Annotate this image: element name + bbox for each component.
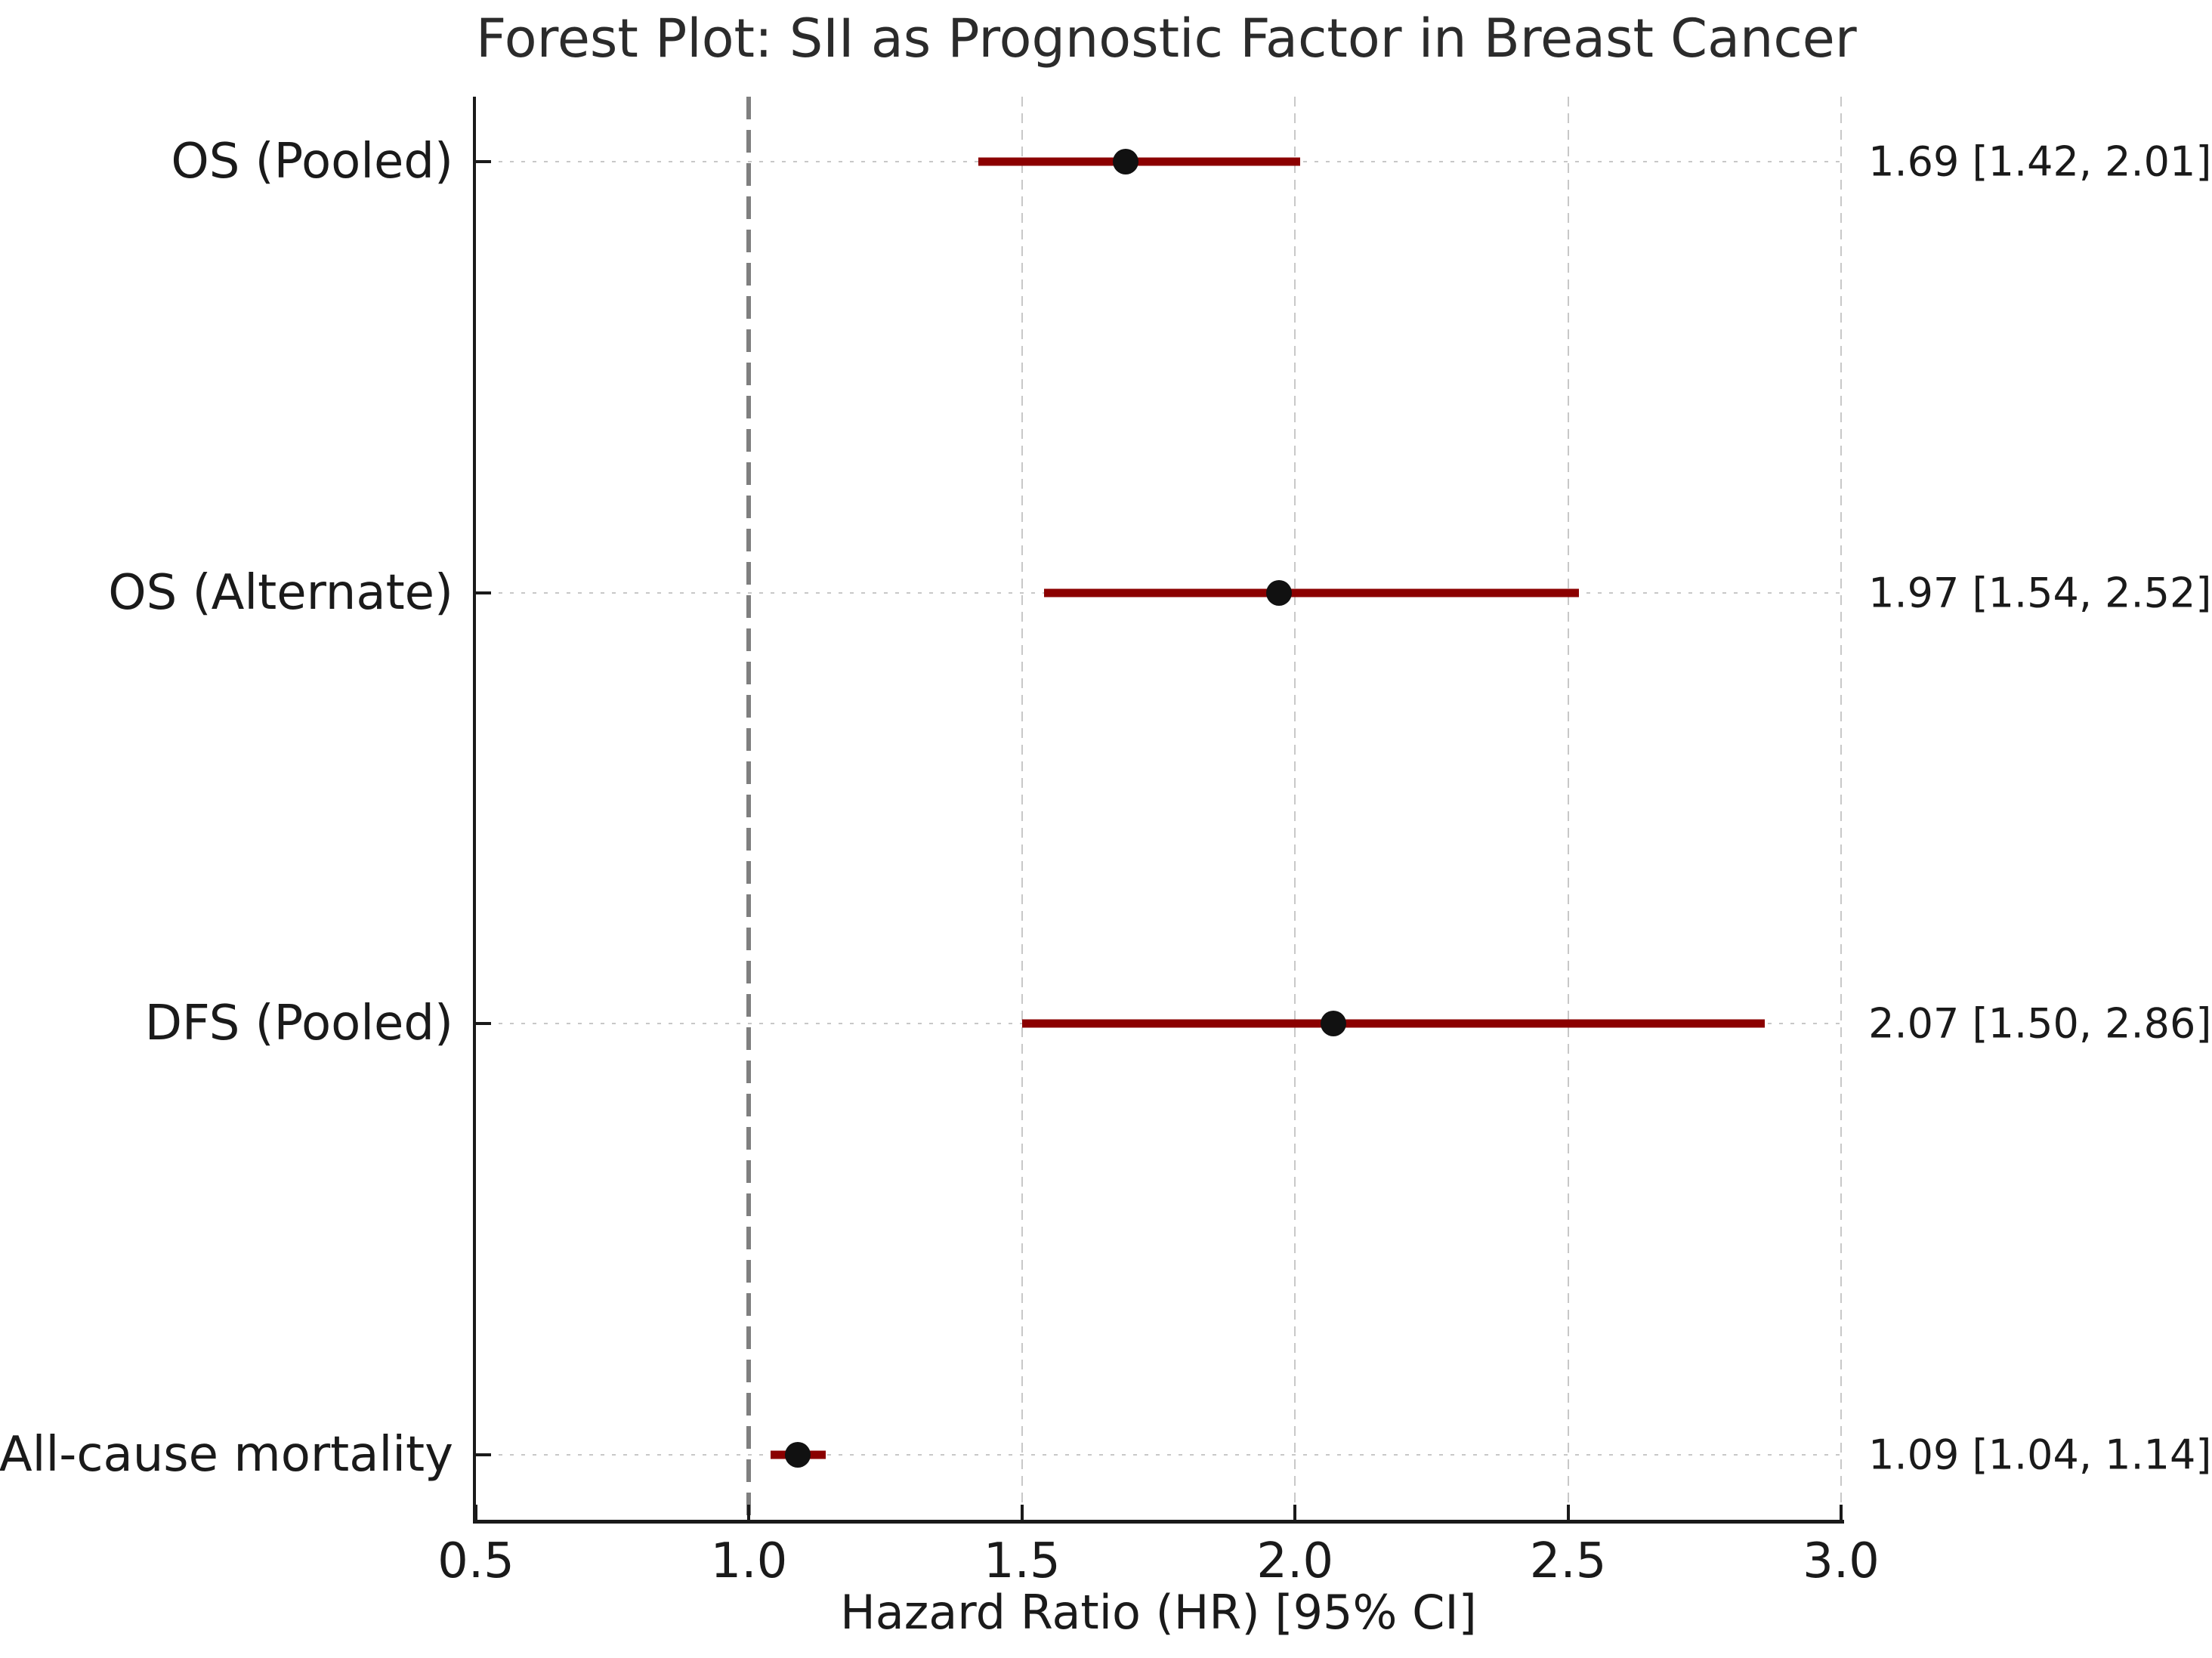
x-tick-label: 2.0 (1256, 1533, 1334, 1589)
chart-title: Forest Plot: SII as Prognostic Factor in… (476, 8, 1857, 69)
x-gridline (1021, 97, 1023, 1520)
hr-ci-annotation: 1.97 [1.54, 2.52] (1868, 569, 2212, 617)
confidence-interval-line (1021, 1019, 1765, 1028)
x-gridline (1840, 97, 1842, 1520)
x-tick-label: 2.5 (1529, 1533, 1607, 1589)
y-tick-mark (476, 1022, 491, 1026)
hr-point-marker (1320, 1011, 1346, 1037)
y-tick-mark (476, 159, 491, 163)
x-axis-label: Hazard Ratio (HR) [95% CI] (840, 1585, 1477, 1640)
y-gridline (476, 1454, 1841, 1456)
hr-point-marker (785, 1442, 811, 1468)
y-axis-spine (473, 97, 476, 1524)
hr-ci-annotation: 1.09 [1.04, 1.14] (1868, 1431, 2212, 1479)
x-tick-mark (474, 1505, 477, 1520)
x-tick-mark (747, 1505, 751, 1520)
confidence-interval-line (1043, 588, 1580, 597)
y-category-label: DFS (Pooled) (144, 996, 453, 1052)
hr-ci-annotation: 1.69 [1.42, 2.01] (1868, 137, 2212, 186)
x-tick-mark (1566, 1505, 1570, 1520)
x-tick-label: 0.5 (437, 1533, 514, 1589)
x-axis-spine (473, 1520, 1844, 1524)
hr-point-marker (1113, 148, 1139, 174)
x-gridline (1294, 97, 1296, 1520)
reference-line-hr1 (746, 97, 752, 1520)
x-tick-label: 3.0 (1803, 1533, 1880, 1589)
y-category-label: OS (Alternate) (108, 564, 453, 621)
x-tick-label: 1.0 (710, 1533, 788, 1589)
y-tick-mark (476, 591, 491, 594)
x-tick-mark (1020, 1505, 1024, 1520)
x-tick-mark (1293, 1505, 1297, 1520)
x-gridline (1567, 97, 1569, 1520)
confidence-interval-line (978, 157, 1301, 166)
y-tick-mark (476, 1453, 491, 1457)
y-category-label: OS (Pooled) (171, 133, 453, 190)
x-tick-label: 1.5 (983, 1533, 1061, 1589)
x-tick-mark (1840, 1505, 1843, 1520)
hr-ci-annotation: 2.07 [1.50, 2.86] (1868, 999, 2212, 1048)
y-category-label: All-cause mortality (0, 1427, 453, 1484)
hr-point-marker (1265, 579, 1292, 606)
